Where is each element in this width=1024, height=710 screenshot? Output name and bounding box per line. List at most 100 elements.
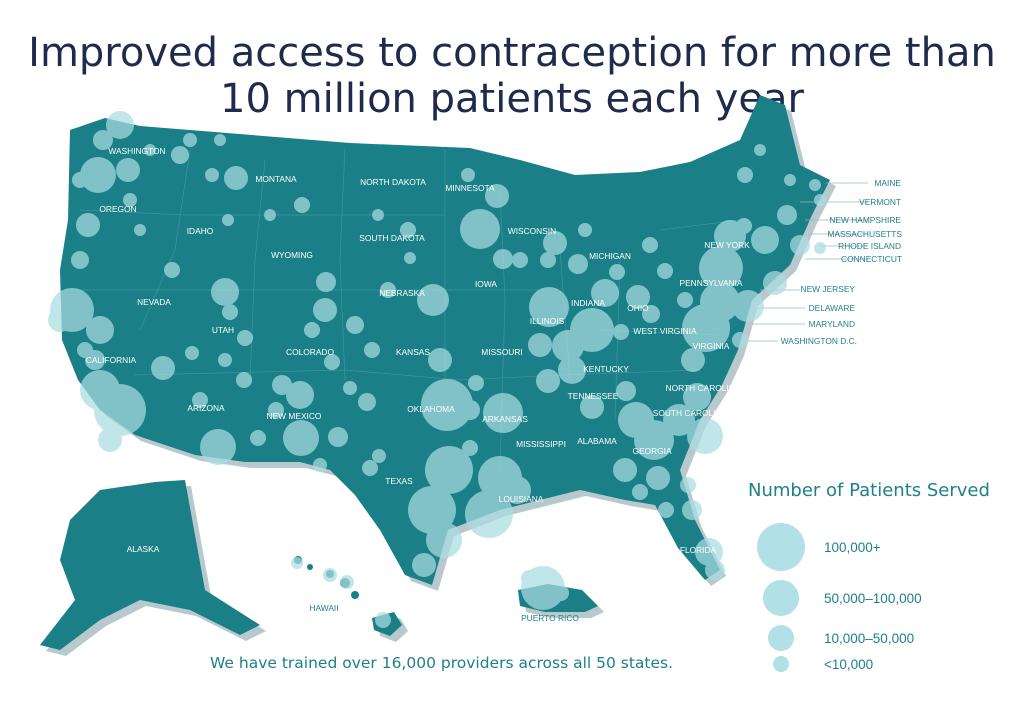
patient-bubble: [763, 271, 787, 295]
patient-bubble: [754, 144, 766, 156]
label-maine: MAINE: [874, 178, 901, 188]
patient-bubble: [372, 209, 384, 221]
patient-bubble: [814, 242, 826, 254]
patient-bubble: [313, 298, 337, 322]
label-west-virginia: WEST VIRGINIA: [633, 326, 697, 336]
patient-bubble: [362, 460, 378, 476]
patient-bubble: [580, 395, 604, 419]
label-idaho: IDAHO: [187, 226, 214, 236]
state-labels: WASHINGTON OREGON CALIFORNIA NEVADA IDAH…: [86, 146, 750, 623]
label-utah: UTAH: [212, 325, 234, 335]
label-new-york: NEW YORK: [704, 240, 750, 250]
patient-bubble: [784, 174, 796, 186]
patient-bubble: [613, 458, 637, 482]
patient-bubble: [503, 476, 531, 504]
patient-bubble: [428, 348, 452, 372]
legend-label: 50,000–100,000: [824, 590, 922, 606]
patient-bubble: [171, 146, 189, 164]
northeast-labels: MAINE VERMONT NEW HAMPSHIRE MASSACHUSETT…: [781, 178, 903, 346]
patient-bubble: [553, 585, 569, 601]
patient-bubble: [76, 213, 100, 237]
patient-bubble: [211, 278, 239, 306]
label-missouri: MISSOURI: [481, 347, 522, 357]
patient-bubble: [634, 420, 674, 460]
patient-bubble: [732, 332, 748, 348]
patient-bubble: [236, 372, 252, 388]
alaska-shape: [40, 480, 260, 650]
patient-bubble: [485, 184, 509, 208]
patient-bubble: [316, 272, 336, 292]
patient-bubble: [164, 262, 180, 278]
label-wyoming: WYOMING: [271, 250, 313, 260]
patient-bubble: [591, 279, 619, 307]
patient-bubble: [790, 235, 810, 255]
patient-bubble: [192, 392, 208, 408]
patient-bubble: [683, 383, 711, 411]
patient-bubble: [323, 568, 337, 582]
state-borders: [75, 147, 741, 471]
patient-bubble: [462, 440, 478, 456]
label-vermont: VERMONT: [859, 197, 901, 207]
label-hawaii: HAWAII: [309, 603, 338, 613]
patient-bubble: [529, 287, 569, 327]
patient-bubble: [493, 249, 513, 269]
label-north-dakota: NORTH DAKOTA: [360, 177, 426, 187]
patient-bubble: [695, 538, 723, 566]
patient-bubble: [421, 379, 473, 431]
legend-label: 100,000+: [824, 539, 881, 555]
patient-bubble: [426, 522, 462, 558]
label-tennessee: TENNESSEE: [568, 391, 619, 401]
label-ohio: OHIO: [627, 303, 649, 313]
label-colorado: COLORADO: [286, 347, 334, 357]
patient-bubble: [286, 381, 314, 409]
patient-bubble: [700, 282, 740, 322]
patient-bubble: [558, 356, 586, 384]
patient-bubble: [465, 490, 513, 538]
label-kansas: KANSAS: [396, 347, 430, 357]
patient-bubble: [677, 292, 693, 308]
patient-bubble: [663, 404, 695, 436]
label-wisconsin: WISCONSIN: [508, 226, 556, 236]
patient-bubble: [699, 246, 743, 290]
patient-bubble: [77, 342, 93, 358]
label-georgia: GEORGIA: [632, 446, 672, 456]
patient-bubble: [94, 384, 146, 436]
patient-bubble: [313, 458, 327, 472]
patient-bubble: [400, 222, 416, 238]
patient-bubble: [613, 324, 629, 340]
patient-bubble: [380, 282, 396, 298]
label-massachusetts: MASSACHUSETTS: [828, 229, 903, 239]
legend-item-under-10k: <10,000: [756, 656, 873, 672]
patient-bubble: [543, 231, 567, 255]
patient-bubble: [705, 560, 725, 580]
label-florida: FLORIDA: [680, 545, 717, 555]
patient-bubble: [268, 402, 284, 418]
label-north-carolina: NORTH CAROLINA: [666, 383, 741, 393]
patient-bubble: [222, 214, 234, 226]
label-virginia: VIRGINIA: [693, 341, 730, 351]
patient-bubble: [324, 354, 340, 370]
patient-bubble: [304, 322, 320, 338]
patient-bubble: [358, 393, 376, 411]
label-washington: WASHINGTON: [108, 146, 165, 156]
label-south-dakota: SOUTH DAKOTA: [359, 233, 425, 243]
patient-bubble: [682, 500, 702, 520]
patient-bubble: [106, 111, 134, 139]
patient-bubble: [237, 330, 253, 346]
label-texas: TEXAS: [385, 476, 413, 486]
patient-bubble: [642, 237, 658, 253]
patient-bubble: [777, 205, 797, 225]
patient-bubble: [123, 193, 137, 207]
label-arkansas: ARKANSAS: [482, 414, 528, 424]
patient-bubble: [214, 134, 226, 146]
patient-bubble: [250, 430, 266, 446]
patient-bubble: [72, 172, 88, 188]
patient-bubble: [183, 133, 197, 147]
patient-bubble: [71, 251, 89, 269]
patient-bubble: [642, 305, 660, 323]
label-maryland: MARYLAND: [809, 319, 855, 329]
patient-bubble: [291, 557, 303, 569]
patient-bubble: [814, 194, 826, 206]
label-south-carolina: SOUTH CAROLINA: [653, 408, 728, 418]
